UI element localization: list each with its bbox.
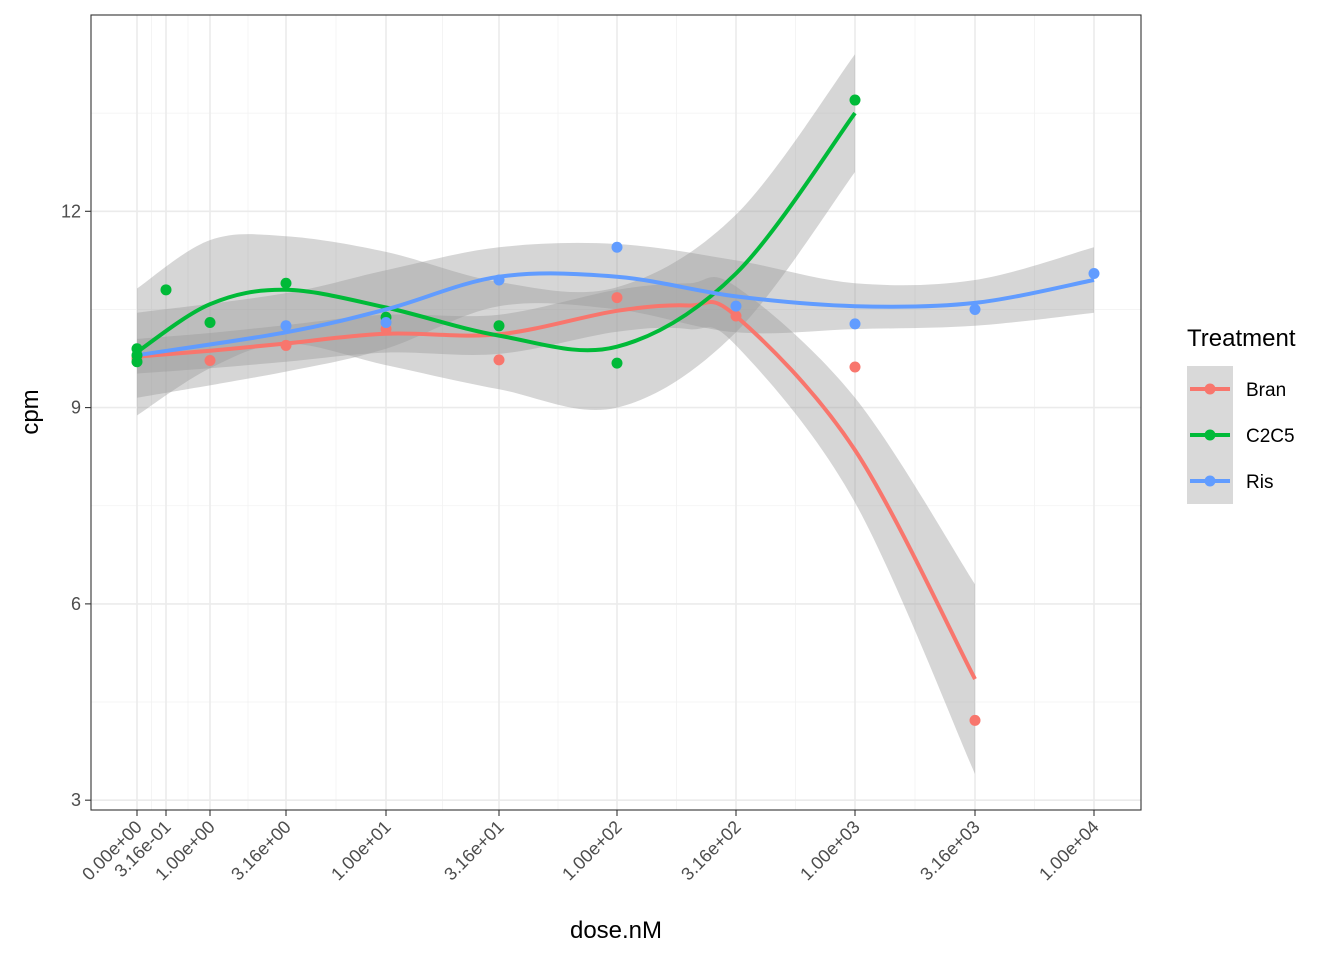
legend-title: Treatment — [1187, 325, 1296, 352]
data-point-c2c5 — [160, 284, 172, 296]
legend-item-c2c5: C2C5 — [1187, 412, 1295, 458]
plot-panel — [91, 15, 1141, 810]
data-point-ris — [280, 320, 292, 332]
confidence-band-ris — [137, 242, 1094, 398]
x-tick-label: 1.00e+01 — [327, 817, 395, 885]
legend-point-c2c5 — [1204, 429, 1216, 441]
data-point-bran — [849, 361, 861, 373]
data-point-ris — [730, 300, 742, 312]
smooth-line-bran — [136, 300, 977, 681]
x-tick-label: 3.16e+02 — [677, 817, 745, 885]
data-points — [131, 94, 1100, 726]
smooth-lines — [135, 111, 1095, 681]
legend-label-c2c5: C2C5 — [1246, 426, 1295, 447]
legend-item-ris: Ris — [1187, 458, 1273, 504]
smooth-line-c2c5 — [135, 111, 857, 354]
data-point-ris — [611, 241, 623, 253]
data-point-c2c5 — [611, 357, 623, 369]
x-axis: 0.00e+003.16e-011.00e+00 3.16e+00 1.00e+01… — [78, 810, 1103, 884]
x-tick-label: 3.16e+01 — [440, 817, 508, 885]
data-point-ris — [1088, 267, 1100, 279]
legend: Treatment Bran C2C5 Ris — [1187, 325, 1296, 504]
legend-label-ris: Ris — [1246, 472, 1273, 493]
data-point-c2c5 — [131, 356, 143, 368]
legend-item-bran: Bran — [1187, 366, 1286, 412]
plot-border — [90, 14, 1142, 811]
grid-minor — [91, 15, 1141, 810]
legend-point-ris — [1204, 475, 1216, 487]
x-axis-title: dose.nM — [570, 917, 662, 944]
y-axis-title: cpm — [17, 389, 44, 434]
data-point-ris — [380, 317, 392, 329]
x-tick-label: 1.00e+04 — [1035, 817, 1103, 885]
data-point-ris — [493, 274, 505, 286]
data-point-ris — [849, 318, 861, 330]
legend-point-bran — [1204, 383, 1216, 395]
data-point-bran — [204, 354, 216, 366]
data-point-bran — [493, 354, 505, 366]
x-tick-label: 3.16e+00 — [227, 817, 295, 885]
data-point-c2c5 — [849, 94, 861, 106]
data-point-bran — [280, 339, 292, 351]
grid-major — [91, 15, 1141, 810]
y-tick-label: 9 — [71, 398, 81, 418]
data-point-c2c5 — [280, 277, 292, 289]
smooth-line-ris — [136, 271, 1095, 358]
data-point-ris — [969, 303, 981, 315]
y-tick-label: 3 — [71, 790, 81, 810]
data-point-bran — [969, 714, 981, 726]
y-axis: 3 6 9 12 — [61, 201, 91, 810]
y-tick-label: 6 — [71, 594, 81, 614]
y-tick-label: 12 — [61, 201, 81, 221]
data-point-c2c5 — [204, 317, 216, 329]
x-tick-label: 1.00e+02 — [558, 817, 626, 885]
legend-label-bran: Bran — [1246, 380, 1286, 401]
data-point-bran — [730, 310, 742, 322]
data-point-c2c5 — [493, 320, 505, 332]
data-point-bran — [611, 292, 623, 304]
x-tick-label: 3.16e+03 — [916, 817, 984, 885]
x-tick-label: 1.00e+03 — [796, 817, 864, 885]
